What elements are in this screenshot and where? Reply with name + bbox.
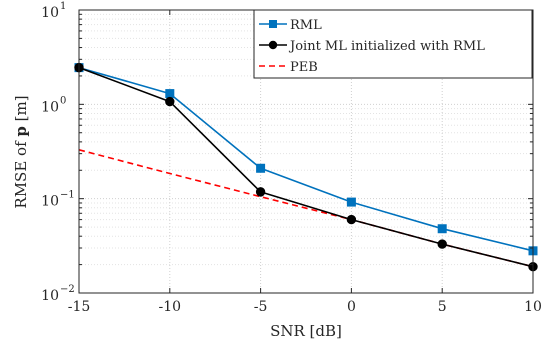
data-point	[165, 89, 175, 99]
data-point	[346, 214, 357, 225]
x-axis-label: SNR [dB]	[270, 322, 342, 340]
data-point	[255, 187, 266, 197]
data-point	[165, 96, 175, 107]
data-point	[346, 197, 356, 207]
legend-label: RML	[290, 18, 322, 33]
y-tick-label: 10	[41, 99, 59, 115]
y-tick-label: 10	[41, 288, 59, 304]
data-point	[437, 224, 447, 234]
y-axis-label-bold: p	[12, 126, 30, 137]
y-axis-label-suffix: [m]	[12, 95, 30, 126]
x-tick-label: -15	[68, 299, 91, 315]
series-line	[78, 66, 534, 268]
legend-box	[253, 9, 533, 79]
y-axis-label-prefix: RMSE of	[12, 137, 30, 209]
legend-label: PEB	[290, 60, 318, 75]
y-tick-label-exponent: 1	[60, 1, 66, 12]
data-point	[437, 239, 447, 249]
x-tick-labels: -15 -10 -5 0 5 10	[68, 299, 542, 315]
y-tick-label-exponent: 0	[60, 95, 66, 106]
y-tick-label-exponent: −1	[60, 190, 75, 201]
legend-items: RML Joint ML initialized with RML PEB	[259, 18, 485, 75]
x-tick-label: 5	[438, 299, 447, 315]
legend: RML Joint ML initialized with RML PEB	[253, 9, 533, 79]
y-axis-label: RMSE of p [m]	[12, 95, 30, 208]
legend-label: Joint ML initialized with RML	[288, 39, 485, 54]
y-tick-label: 10	[41, 5, 59, 21]
legend-marker	[269, 20, 277, 28]
legend-marker	[268, 40, 278, 50]
x-tick-label: -10	[159, 299, 182, 315]
series-layer	[74, 62, 538, 272]
x-tick-label: 10	[524, 299, 542, 315]
series-line	[78, 66, 534, 252]
y-tick-label-exponent: −2	[60, 284, 75, 295]
data-point	[256, 163, 266, 173]
y-tick-label: 10	[41, 194, 59, 210]
x-tick-label: -5	[254, 299, 268, 315]
x-tick-label: 0	[347, 299, 356, 315]
